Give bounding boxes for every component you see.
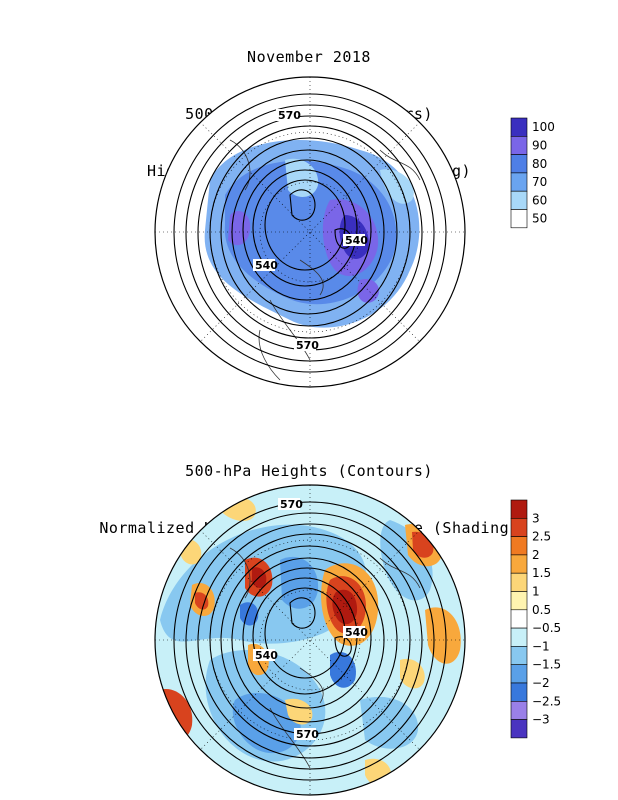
- bottom-contour-label-540-west: 540: [255, 649, 278, 662]
- bottom-map-border: [154, 484, 466, 796]
- bottom-colorbar-label-6: −0.5: [532, 621, 561, 635]
- bottom-colorbar-swatch-2: [510, 536, 528, 556]
- top-contour-label-540-west: 540: [255, 259, 278, 272]
- top-colorbar-swatch-0: [510, 117, 528, 137]
- bottom-colorbar-label-4: 1: [532, 585, 540, 599]
- bottom-colorbar-label-7: −1: [532, 639, 550, 653]
- bottom-colorbar-label-3: 1.5: [532, 566, 551, 580]
- bottom-colorbar-label-11: −3: [532, 713, 550, 727]
- top-colorbar-swatch-5: [510, 209, 528, 229]
- bottom-polar-map: [155, 485, 465, 795]
- top-colorbar-swatch-2: [510, 154, 528, 174]
- top-colorbar: 100 90 80 70 60 50: [510, 117, 555, 229]
- bottom-colorbar-swatch-7: [510, 627, 528, 647]
- top-colorbar-swatch-3: [510, 172, 528, 192]
- top-colorbar-label-1: 90: [532, 138, 547, 152]
- bottom-contour-label-570-north: 570: [280, 498, 303, 511]
- bottom-colorbar-label-5: 0.5: [532, 603, 551, 617]
- top-colorbar-label-2: 80: [532, 157, 547, 171]
- bottom-colorbar-swatch-1: [510, 517, 528, 537]
- bottom-contour-label-540-east: 540: [345, 626, 368, 639]
- bottom-title-line-1: 500-hPa Heights (Contours): [185, 462, 433, 480]
- top-polar-map: [155, 77, 465, 387]
- bottom-colorbar-swatch-10: [510, 682, 528, 702]
- bottom-colorbar-label-9: −2: [532, 676, 550, 690]
- bottom-colorbar-swatch-6: [510, 609, 528, 629]
- bottom-colorbar-swatch-11: [510, 700, 528, 720]
- bottom-colorbar-swatch-0: [510, 499, 528, 519]
- bottom-colorbar-swatch-3: [510, 554, 528, 574]
- bottom-contour-label-570-south: 570: [296, 728, 319, 741]
- top-contour-label-540-east: 540: [345, 234, 368, 247]
- bottom-colorbar-label-1: 2.5: [532, 530, 551, 544]
- top-colorbar-label-0: 100: [532, 120, 555, 134]
- top-map-border: [154, 76, 466, 388]
- top-colorbar-label-4: 60: [532, 193, 547, 207]
- top-title-line-1: November 2018: [247, 48, 371, 66]
- top-colorbar-swatch-1: [510, 136, 528, 155]
- bottom-colorbar-label-0: 3: [532, 511, 540, 525]
- bottom-colorbar-swatch-9: [510, 664, 528, 684]
- top-contour-label-570-north: 570: [278, 109, 301, 122]
- top-contour-label-570-south: 570: [296, 339, 319, 352]
- top-colorbar-label-5: 50: [532, 212, 547, 226]
- bottom-colorbar-swatch-8: [510, 646, 528, 666]
- top-colorbar-label-3: 70: [532, 175, 547, 189]
- bottom-colorbar-swatch-4: [510, 572, 528, 592]
- bottom-colorbar-swatch-5: [510, 591, 528, 611]
- bottom-colorbar: 3 2.5 2 1.5 1 0.5 −0.5 −1 −1.5 −2 −2.5 −3: [510, 499, 561, 739]
- bottom-colorbar-label-2: 2: [532, 548, 540, 562]
- bottom-colorbar-swatch-12: [510, 719, 528, 739]
- top-colorbar-swatch-4: [510, 190, 528, 210]
- bottom-colorbar-label-8: −1.5: [532, 658, 561, 672]
- bottom-colorbar-label-10: −2.5: [532, 694, 561, 708]
